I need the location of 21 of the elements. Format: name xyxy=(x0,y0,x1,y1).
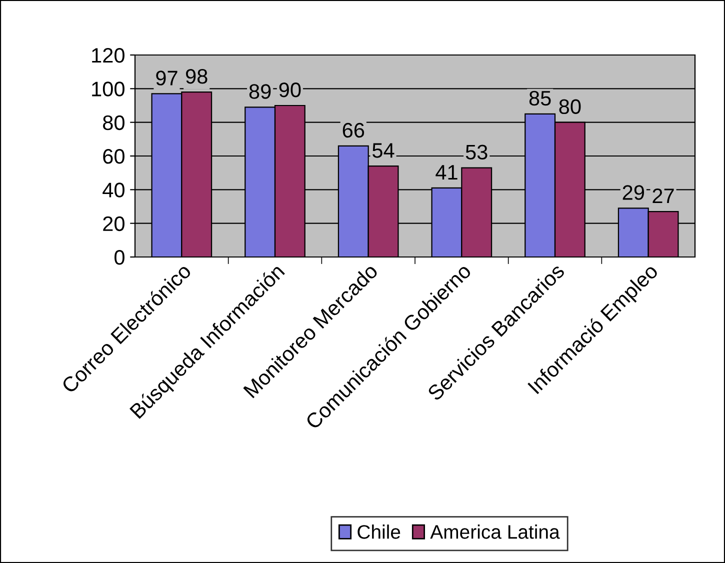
data-label: 89 xyxy=(249,84,271,99)
data-label: 41 xyxy=(436,165,458,180)
data-label: 54 xyxy=(372,143,394,158)
data-label: 97 xyxy=(156,70,178,86)
y-tick-label: 60 xyxy=(103,149,124,164)
data-label: 29 xyxy=(622,185,644,200)
data-label: 98 xyxy=(186,68,208,84)
y-tick-label: 0 xyxy=(114,250,124,265)
data-label: 80 xyxy=(559,99,581,114)
y-tick-label: 40 xyxy=(102,182,124,198)
y-tick-label: 100 xyxy=(92,82,124,96)
legend-label: America Latina xyxy=(430,524,560,539)
data-label: 85 xyxy=(529,90,551,106)
y-tick-label: 20 xyxy=(103,216,124,232)
data-label: 66 xyxy=(342,122,364,138)
data-label: 90 xyxy=(279,82,301,98)
y-tick-label: 80 xyxy=(103,115,124,130)
data-label: 27 xyxy=(652,188,674,204)
y-tick-label: 120 xyxy=(92,48,124,63)
legend-label: Chile xyxy=(358,524,400,539)
data-label: 53 xyxy=(466,144,488,160)
